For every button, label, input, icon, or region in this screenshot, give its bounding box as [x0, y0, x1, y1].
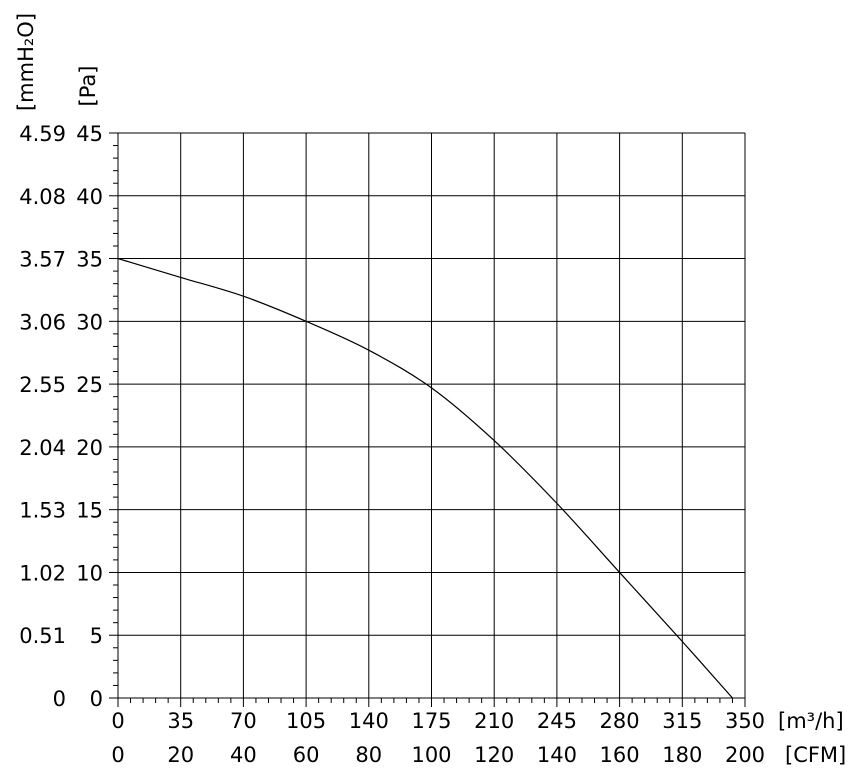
- x-unit-label-m3h: [m³/h]: [778, 709, 844, 733]
- y-tick-label-pa: 15: [76, 499, 103, 523]
- x-tick-label-cfm: 40: [230, 743, 257, 767]
- y-tick-label-pa: 35: [76, 248, 103, 272]
- y-tick-label-pa: 5: [90, 624, 103, 648]
- y-tick-label-pa: 25: [76, 373, 103, 397]
- y-unit-label-pa: [Pa]: [76, 66, 100, 107]
- x-tick-label-m3h: 350: [725, 709, 765, 733]
- x-tick-label-cfm: 160: [600, 743, 640, 767]
- y-tick-label-pa: 40: [76, 185, 103, 209]
- x-tick-label-m3h: 280: [600, 709, 640, 733]
- performance-curve: [117, 257, 733, 699]
- x-tick-label-cfm: 140: [537, 743, 577, 767]
- axis-labels-group: 0 5 10 15 20 25 30 35 40 45 0 0.51 1.02 1.53 2.04 2.55 3…: [19, 122, 765, 767]
- y-tick-label-pa: 45: [76, 122, 103, 146]
- y-tick-label-mmh2o: 3.06: [19, 310, 66, 334]
- y-tick-label-pa: 0: [90, 687, 103, 711]
- x-tick-label-m3h: 105: [286, 709, 326, 733]
- x-tick-label-cfm: 200: [725, 743, 765, 767]
- x-tick-label-cfm: 20: [167, 743, 194, 767]
- x-tick-label-cfm: 80: [355, 743, 382, 767]
- y-tick-label-pa: 10: [76, 561, 103, 585]
- x-tick-label-cfm: 60: [293, 743, 320, 767]
- y-tick-label-mmh2o: 0.51: [19, 624, 66, 648]
- x-tick-label-cfm: 180: [662, 743, 702, 767]
- chart-grid: [117, 132, 746, 699]
- minor-tick-marks: [109, 132, 746, 707]
- y-tick-label-pa: 20: [76, 436, 103, 460]
- x-tick-label-m3h: 175: [411, 709, 451, 733]
- y-tick-label-mmh2o: 0: [53, 687, 66, 711]
- y-tick-label-pa: 30: [76, 310, 103, 334]
- y-tick-label-mmh2o: 1.53: [19, 499, 66, 523]
- x-tick-label-m3h: 0: [111, 709, 124, 733]
- y-unit-label-mmh2o: [mmH₂O]: [14, 13, 38, 111]
- y-tick-label-mmh2o: 2.55: [19, 373, 66, 397]
- x-tick-label-cfm: 120: [474, 743, 514, 767]
- x-unit-label-cfm: [CFM]: [785, 743, 846, 767]
- x-tick-label-cfm: 100: [411, 743, 451, 767]
- x-tick-label-m3h: 140: [349, 709, 389, 733]
- x-tick-label-m3h: 315: [662, 709, 702, 733]
- x-tick-label-m3h: 70: [230, 709, 257, 733]
- x-tick-label-m3h: 35: [167, 709, 194, 733]
- y-tick-label-mmh2o: 3.57: [19, 248, 66, 272]
- x-tick-label-m3h: 210: [474, 709, 514, 733]
- y-tick-label-mmh2o: 4.59: [19, 122, 66, 146]
- performance-curve-group: [117, 257, 733, 699]
- y-tick-label-mmh2o: 4.08: [19, 185, 66, 209]
- x-tick-label-cfm: 0: [111, 743, 124, 767]
- y-tick-label-mmh2o: 1.02: [19, 561, 66, 585]
- x-tick-label-m3h: 245: [537, 709, 577, 733]
- y-tick-label-mmh2o: 2.04: [19, 436, 66, 460]
